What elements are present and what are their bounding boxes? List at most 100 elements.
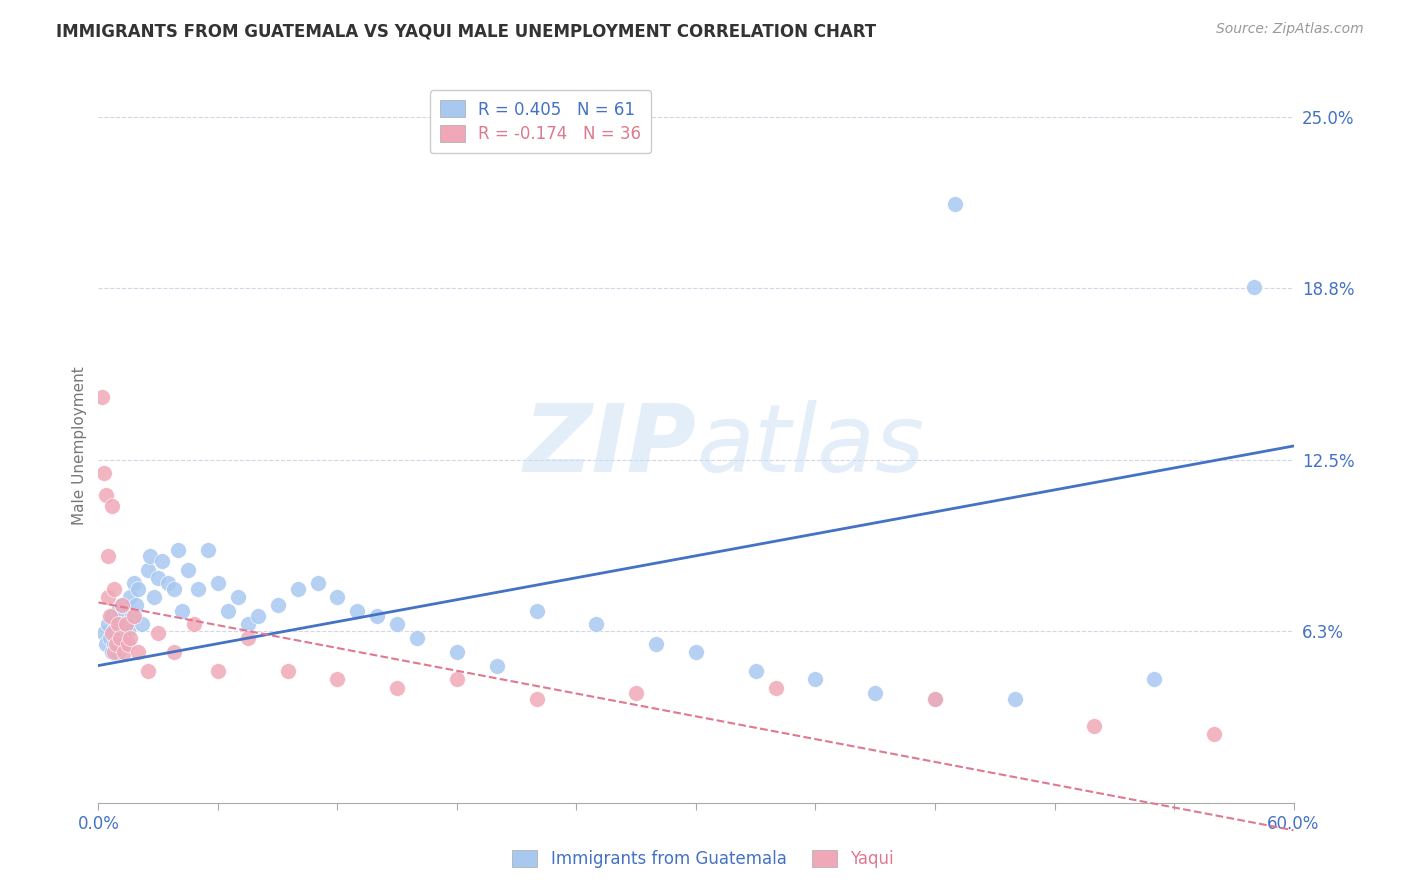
Point xyxy=(163,582,186,596)
Y-axis label: Male Unemployment: Male Unemployment xyxy=(72,367,87,525)
Point xyxy=(101,609,124,624)
Point xyxy=(93,467,115,481)
Point xyxy=(96,637,118,651)
Point xyxy=(326,590,349,604)
Point xyxy=(98,631,122,645)
Point xyxy=(526,604,548,618)
Point xyxy=(197,543,219,558)
Point xyxy=(685,645,707,659)
Point xyxy=(1202,727,1225,741)
Text: Source: ZipAtlas.com: Source: ZipAtlas.com xyxy=(1216,22,1364,37)
Point xyxy=(120,590,142,604)
Point xyxy=(385,617,409,632)
Point xyxy=(97,590,120,604)
Point xyxy=(307,576,329,591)
Point xyxy=(111,598,134,612)
Point xyxy=(167,543,190,558)
Point xyxy=(406,631,429,645)
Point xyxy=(115,617,138,632)
Point xyxy=(287,582,309,596)
Legend: Immigrants from Guatemala, Yaqui: Immigrants from Guatemala, Yaqui xyxy=(506,843,900,875)
Point xyxy=(101,645,124,659)
Point xyxy=(183,617,205,632)
Point xyxy=(246,609,269,624)
Point xyxy=(226,590,249,604)
Point xyxy=(150,554,173,568)
Point xyxy=(217,604,239,618)
Point xyxy=(148,625,170,640)
Point xyxy=(103,645,125,659)
Point xyxy=(125,598,148,612)
Point xyxy=(97,617,120,632)
Point xyxy=(112,645,135,659)
Point xyxy=(93,625,115,640)
Point xyxy=(120,631,142,645)
Point xyxy=(96,488,118,502)
Point xyxy=(103,623,125,637)
Point xyxy=(111,598,134,612)
Point xyxy=(267,598,290,612)
Point xyxy=(105,631,128,645)
Point xyxy=(101,625,124,640)
Point xyxy=(157,576,180,591)
Point xyxy=(124,609,146,624)
Point xyxy=(127,582,149,596)
Point xyxy=(326,673,349,687)
Text: ZIP: ZIP xyxy=(523,400,696,492)
Point xyxy=(626,686,648,700)
Point xyxy=(745,664,768,678)
Point xyxy=(117,623,139,637)
Point xyxy=(124,576,146,591)
Point xyxy=(148,571,170,585)
Point xyxy=(277,664,299,678)
Point xyxy=(385,681,409,695)
Point xyxy=(446,673,468,687)
Point xyxy=(91,390,114,404)
Point xyxy=(131,617,153,632)
Point xyxy=(366,609,388,624)
Point xyxy=(236,617,259,632)
Point xyxy=(865,686,887,700)
Point xyxy=(1243,280,1265,294)
Point xyxy=(105,637,128,651)
Point xyxy=(111,631,134,645)
Point xyxy=(346,604,368,618)
Legend: R = 0.405   N = 61, R = -0.174   N = 36: R = 0.405 N = 61, R = -0.174 N = 36 xyxy=(430,90,651,153)
Point xyxy=(924,691,946,706)
Point xyxy=(139,549,162,563)
Point xyxy=(107,617,129,632)
Point xyxy=(804,673,827,687)
Point xyxy=(103,582,125,596)
Point xyxy=(97,549,120,563)
Point xyxy=(107,645,129,659)
Point xyxy=(485,658,508,673)
Point xyxy=(136,664,159,678)
Point xyxy=(163,645,186,659)
Point xyxy=(177,562,200,576)
Point xyxy=(127,645,149,659)
Point xyxy=(585,617,607,632)
Point xyxy=(187,582,209,596)
Point xyxy=(1143,673,1166,687)
Point xyxy=(446,645,468,659)
Point xyxy=(103,637,125,651)
Point xyxy=(1083,719,1105,733)
Point xyxy=(110,617,132,632)
Point xyxy=(645,637,668,651)
Point xyxy=(117,637,139,651)
Point xyxy=(1004,691,1026,706)
Point xyxy=(943,197,966,211)
Point xyxy=(236,631,259,645)
Point xyxy=(115,617,138,632)
Point xyxy=(112,637,135,651)
Text: IMMIGRANTS FROM GUATEMALA VS YAQUI MALE UNEMPLOYMENT CORRELATION CHART: IMMIGRANTS FROM GUATEMALA VS YAQUI MALE … xyxy=(56,22,876,40)
Point xyxy=(110,631,132,645)
Point xyxy=(172,604,194,618)
Point xyxy=(765,681,787,695)
Point xyxy=(101,500,124,514)
Point xyxy=(526,691,548,706)
Point xyxy=(136,562,159,576)
Point xyxy=(924,691,946,706)
Point xyxy=(207,576,229,591)
Point xyxy=(107,604,129,618)
